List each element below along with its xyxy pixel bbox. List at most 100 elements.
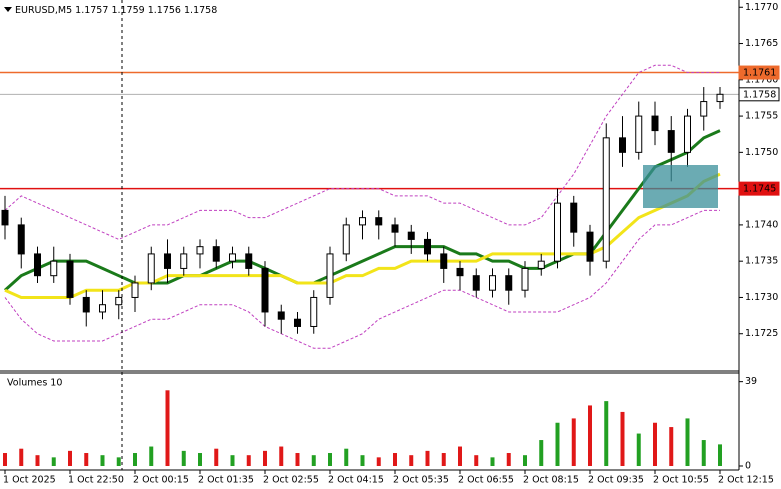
volume-bar <box>425 450 430 466</box>
y-tick-label: 0 <box>745 461 751 472</box>
candle-body <box>294 318 301 327</box>
y-tick-label: 1.1725 <box>745 328 778 339</box>
y-tick-label: 1.1770 <box>745 2 778 13</box>
x-tick-label: 2 Oct 12:15 <box>718 475 774 486</box>
candle-body <box>34 253 41 277</box>
candle-body <box>261 267 269 313</box>
quote-high: 1.1759 <box>111 5 144 16</box>
volume-bar <box>523 455 527 466</box>
volume-bar <box>685 418 690 466</box>
volume-bar <box>636 433 641 466</box>
candle-body <box>1 209 9 226</box>
x-tick-label: 2 Oct 10:55 <box>653 475 709 486</box>
level-label: 1.1758 <box>743 89 776 100</box>
candle-body <box>82 296 90 313</box>
candle-body <box>537 260 545 269</box>
volume-bar <box>133 453 137 466</box>
price-pane <box>0 64 739 349</box>
dropdown-icon <box>4 7 12 12</box>
candle-body <box>310 296 318 327</box>
candle-body <box>147 253 155 284</box>
y-tick-label: 1.1735 <box>745 256 778 267</box>
volume-bar <box>198 453 202 466</box>
volume-bar <box>474 455 479 466</box>
volume-bar <box>376 457 381 466</box>
x-tick-label: 2 Oct 09:35 <box>588 475 644 486</box>
candle-body <box>716 93 724 103</box>
candle-body <box>326 253 334 298</box>
y-tick-label: 1.1765 <box>745 38 778 49</box>
quote-close: 1.1758 <box>184 5 217 16</box>
candle-body <box>180 253 188 269</box>
volume-bar <box>311 455 316 466</box>
candle-body <box>602 137 610 262</box>
y-tick-label: 1.1750 <box>745 147 778 158</box>
level-label-box <box>738 181 780 196</box>
chart-title: EURUSD,M5 1.1757 1.1759 1.1756 1.1758 <box>15 5 217 16</box>
y-tick-label: 1.1730 <box>745 292 778 303</box>
highlight-zone <box>643 165 718 208</box>
x-tick-label: 2 Oct 04:15 <box>328 475 384 486</box>
candle-body <box>277 311 285 320</box>
candle-body <box>651 115 659 132</box>
candle-body <box>342 224 350 255</box>
x-tick-label: 1 Oct 22:50 <box>68 475 124 486</box>
candle-body <box>440 253 448 269</box>
y-tick-label: 1.1755 <box>745 111 778 122</box>
candle-body <box>505 275 513 291</box>
y-tick-label: 1.1760 <box>745 74 778 85</box>
x-tick-label: 2 Oct 00:15 <box>133 475 189 486</box>
candle-body <box>554 202 561 262</box>
volume-bar <box>100 455 105 466</box>
volume-bar <box>165 390 170 466</box>
level-label-box <box>738 65 780 80</box>
candle-body <box>229 253 236 262</box>
volume-bar <box>68 450 72 466</box>
candle-body <box>212 246 220 262</box>
candle-body <box>570 202 578 233</box>
quote-low: 1.1756 <box>148 5 181 16</box>
candle-body <box>196 246 204 255</box>
candle-body <box>472 275 480 291</box>
x-tick-label: 2 Oct 02:55 <box>263 475 319 486</box>
candle-body <box>115 296 123 306</box>
indicator-line <box>4 64 720 240</box>
candle-body <box>245 253 253 269</box>
volume-bar <box>409 455 414 466</box>
x-tick-label: 2 Oct 06:55 <box>458 475 514 486</box>
candle-body <box>635 115 643 153</box>
volume-bar <box>246 455 251 466</box>
volume-bar <box>360 455 365 466</box>
volume-bar <box>214 448 219 466</box>
candle-body <box>424 238 431 255</box>
candle-body <box>66 260 74 298</box>
candle-body <box>667 130 675 153</box>
quote-open: 1.1757 <box>75 5 108 16</box>
volume-bar <box>620 411 625 466</box>
volume-bar <box>328 453 332 466</box>
candle-body <box>99 304 106 313</box>
level-label: 1.1745 <box>743 184 776 195</box>
candle-body <box>131 282 139 298</box>
level-label-box <box>738 87 780 102</box>
candle-body <box>489 275 496 291</box>
indicator-line <box>4 172 721 299</box>
volume-bar <box>3 453 7 466</box>
y-tick-label: 1.1740 <box>745 219 778 230</box>
candle-body <box>164 253 171 269</box>
indicator-line <box>4 129 721 292</box>
volume-bar <box>279 446 284 466</box>
candle-body <box>50 260 58 277</box>
volume-bar <box>718 444 722 466</box>
volume-bar <box>344 448 349 466</box>
volume-bar <box>84 453 89 466</box>
symbol: EURUSD,M5 <box>15 5 72 16</box>
volume-bar <box>149 446 154 466</box>
candle-body <box>700 101 708 117</box>
volume-bar <box>490 457 495 466</box>
volume-bar <box>441 453 446 466</box>
candle-body <box>456 267 464 277</box>
volume-bar <box>295 453 300 466</box>
x-tick-label: 2 Oct 08:15 <box>523 475 579 486</box>
